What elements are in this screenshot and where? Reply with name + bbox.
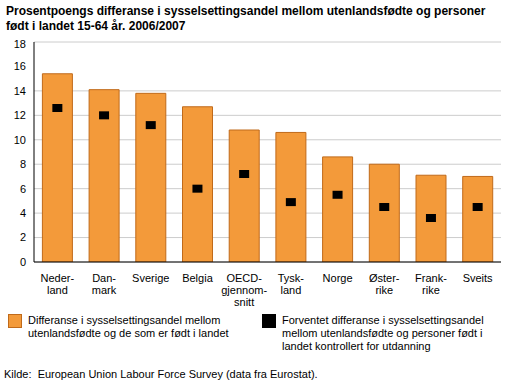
html-text:Differanse i sysselsettingsand: Differanse i sysselsettingsandel mellom … — [28, 314, 229, 339]
svg-text:10: 10 — [14, 134, 26, 146]
html-text:Kilde: European Union Labour F: Kilde: European Union Labour Force Surve… — [4, 368, 318, 380]
svg-text:rike: rike — [422, 284, 440, 296]
svg-text:Norge: Norge — [323, 272, 353, 284]
svg-text:land: land — [280, 284, 301, 296]
svg-text:12: 12 — [14, 109, 26, 121]
svg-text:16: 16 — [14, 60, 26, 72]
svg-text:land: land — [47, 284, 68, 296]
html-text:Prosentpoengs differanse i sys: Prosentpoengs differanse i sysselsetting… — [6, 4, 486, 33]
svg-text:rike: rike — [375, 284, 393, 296]
svg-text:Sveits: Sveits — [463, 272, 493, 284]
svg-text:8: 8 — [20, 158, 26, 170]
svg-text:Dan-: Dan- — [92, 272, 116, 284]
html-text:Forventet differanse i syssels: Forventet differanse i sysselsettingsand… — [282, 314, 484, 352]
svg-text:14: 14 — [14, 85, 26, 97]
svg-text:6: 6 — [20, 183, 26, 195]
svg-text:2: 2 — [20, 231, 26, 243]
svg-text:Sverige: Sverige — [132, 272, 169, 284]
svg-text:Neder-: Neder- — [41, 272, 75, 284]
svg-text:snitt: snitt — [234, 296, 254, 306]
svg-text:0: 0 — [20, 256, 26, 268]
svg-text:Belgia: Belgia — [182, 272, 213, 284]
svg-text:Tysk-: Tysk- — [278, 272, 305, 284]
svg-text:gjennom-: gjennom- — [221, 284, 267, 296]
svg-text:OECD-: OECD- — [226, 272, 262, 284]
svg-text:mark: mark — [92, 284, 117, 296]
svg-text:18: 18 — [14, 38, 26, 50]
svg-text:4: 4 — [20, 207, 26, 219]
svg-text:Frank-: Frank- — [415, 272, 447, 284]
svg-text:Øster-: Øster- — [369, 272, 400, 284]
